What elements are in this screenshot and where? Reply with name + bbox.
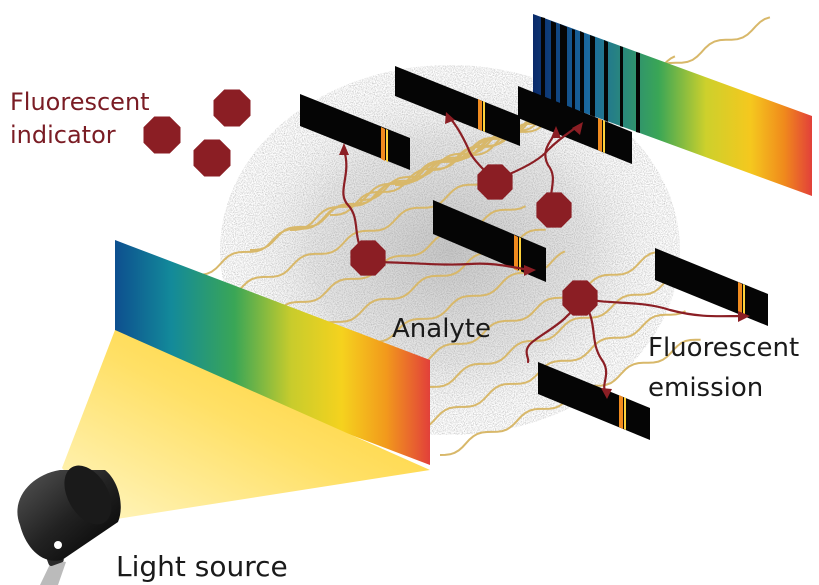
octagon-icon	[193, 139, 231, 177]
emission-strip	[538, 362, 650, 440]
top-spectrum-panel	[533, 14, 812, 196]
octagon-icon	[143, 116, 181, 154]
octagon-icon	[213, 89, 251, 127]
octagon-icon	[562, 280, 598, 316]
light-source-label: Light source	[116, 550, 288, 583]
fluorescent-indicator-label-2: indicator	[10, 121, 116, 149]
fluorescent-emission-label-1: Fluorescent	[648, 333, 799, 363]
emission-strip	[433, 200, 546, 282]
octagon-icon	[350, 240, 386, 276]
light-beam	[62, 330, 430, 520]
analyte-label: Analyte	[392, 314, 491, 344]
fluorescent-indicator-label-1: Fluorescent	[10, 88, 150, 116]
emission-strip	[518, 86, 632, 164]
excitation-waves	[194, 16, 771, 456]
fluorescent-emission-label-2: emission	[648, 373, 763, 403]
absorption-lines	[541, 17, 640, 133]
emission-strip	[655, 248, 768, 326]
arrow-heads	[339, 112, 750, 399]
emission-arrows	[342, 116, 744, 394]
spotlight-icon	[17, 465, 121, 585]
emission-strip	[300, 94, 410, 170]
indicator-molecules	[143, 89, 598, 316]
octagon-icon	[536, 192, 572, 228]
emission-strip	[395, 66, 520, 146]
emission-strips	[300, 66, 768, 440]
bottom-spectrum-panel	[115, 240, 430, 465]
octagon-icon	[477, 164, 513, 200]
